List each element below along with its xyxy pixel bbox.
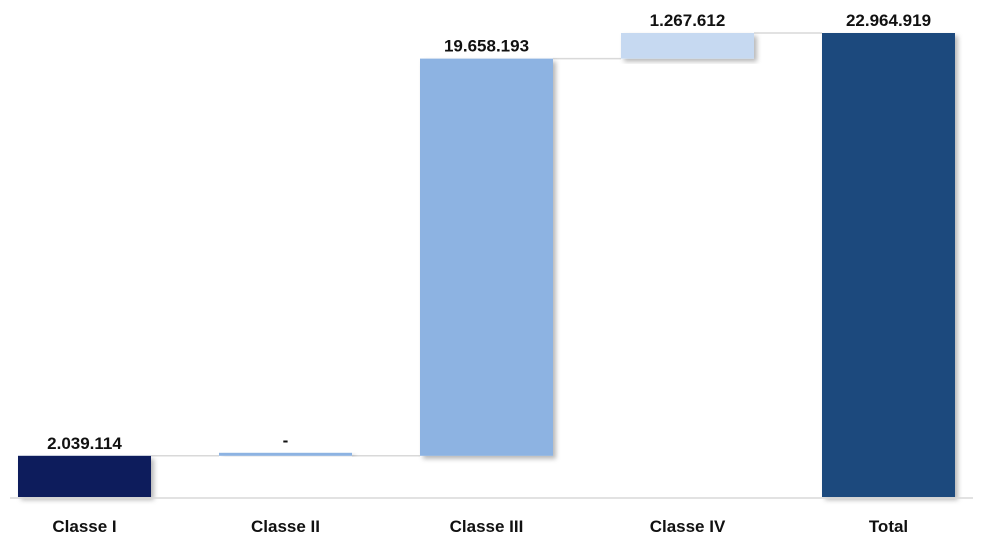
value-label-total: 22.964.919: [846, 11, 931, 30]
bar-total: [822, 33, 955, 497]
value-label-classe-ii: -: [283, 431, 289, 450]
category-label-classe-i: Classe I: [52, 517, 116, 536]
bar-classe-ii: [219, 452, 352, 456]
category-labels-layer: Classe I Classe II Classe III Classe IV Tota…: [52, 517, 908, 536]
bar-classe-iv: [621, 33, 754, 59]
category-label-classe-iii: Classe III: [450, 517, 524, 536]
connector-layer: [151, 32, 822, 457]
value-label-classe-i: 2.039.114: [47, 434, 122, 453]
value-label-classe-iii: 19.658.193: [444, 37, 529, 56]
value-label-classe-iv: 1.267.612: [650, 11, 726, 30]
category-label-classe-ii: Classe II: [251, 517, 320, 536]
value-labels-layer: 2.039.114 - 19.658.193 1.267.612 22.964.919: [47, 11, 931, 453]
bar-classe-iii: [420, 58, 553, 456]
bars-layer: [18, 33, 955, 497]
category-label-total: Total: [869, 517, 908, 536]
category-label-classe-iv: Classe IV: [650, 517, 726, 536]
bar-classe-i: [18, 455, 151, 497]
